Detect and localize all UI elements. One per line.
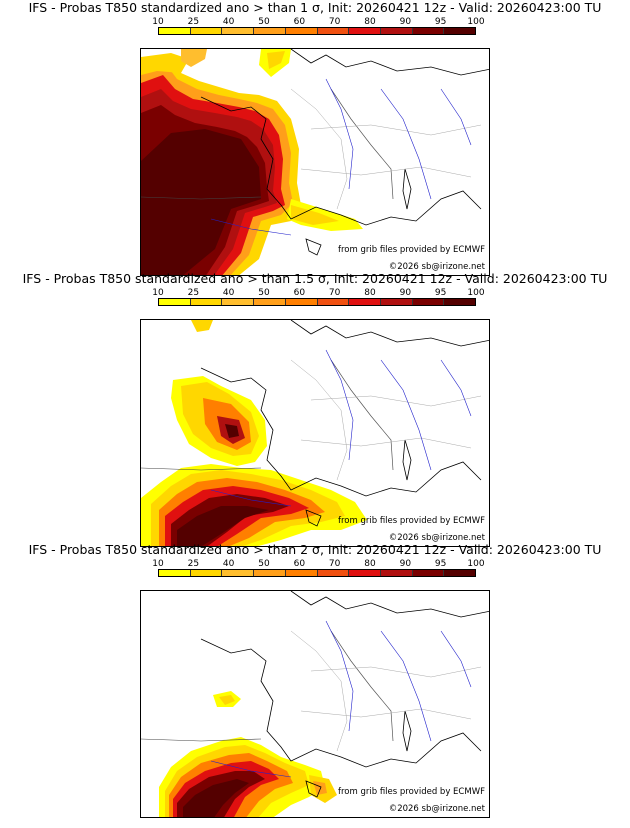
copyright-credit: ©2026 sb@irizone.net — [388, 533, 485, 543]
colorbar-swatch — [285, 28, 318, 34]
colorbar-swatch — [222, 299, 255, 305]
map-outlines — [141, 320, 489, 527]
colorbar-swatch — [349, 570, 381, 576]
colorbar-swatch — [159, 570, 191, 576]
colorbar-tick-label: 50 — [258, 559, 270, 569]
probability-shading — [159, 691, 337, 817]
colorbar-swatches — [158, 27, 476, 35]
colorbar-swatch — [190, 28, 223, 34]
colorbar-tick-label: 60 — [293, 288, 306, 298]
map-outlines — [141, 49, 489, 256]
colorbar-tick-label: 80 — [364, 559, 376, 569]
colorbar-tick-label: 25 — [187, 559, 200, 569]
colorbar-swatch — [349, 299, 381, 305]
colorbar-tick-label: 70 — [328, 288, 341, 298]
colorbar-swatch — [285, 570, 318, 576]
colorbar-swatch — [190, 299, 223, 305]
map-panel-1sigma: IFS - Probas T850 standardized ano > tha… — [0, 0, 630, 276]
colorbar-swatch — [349, 28, 381, 34]
colorbar-tick-label: 100 — [467, 559, 485, 569]
colorbar-tick-label: 25 — [187, 288, 200, 298]
map-panel-1-5sigma: IFS - Probas T850 standardized ano > tha… — [0, 271, 630, 547]
colorbar-swatch — [317, 28, 350, 34]
colorbar-tick-label: 95 — [434, 288, 447, 298]
colorbar-swatch — [317, 570, 350, 576]
copyright-credit: ©2026 sb@irizone.net — [388, 804, 485, 814]
colorbar-tick-label: 40 — [222, 559, 235, 569]
colorbar-swatch — [222, 570, 255, 576]
grib-credit: from grib files provided by ECMWF — [338, 787, 485, 797]
colorbar-swatch — [285, 299, 318, 305]
colorbar-swatches — [158, 298, 476, 306]
colorbar-tick-label: 60 — [293, 559, 306, 569]
map-panel-2sigma: IFS - Probas T850 standardized ano > tha… — [0, 542, 630, 818]
colorbar-swatch — [254, 28, 286, 34]
probability-map: from grib files provided by ECMWF ©2026 … — [140, 590, 490, 818]
colorbar-tick-label: 95 — [434, 17, 447, 27]
probability-colorbar: 10 25 40 50 60 70 80 90 95 100 — [152, 288, 485, 308]
copyright-credit: ©2026 sb@irizone.net — [388, 262, 485, 272]
colorbar-tick-label: 60 — [293, 17, 306, 27]
grib-credit: from grib files provided by ECMWF — [338, 516, 485, 526]
colorbar-tick-label: 40 — [222, 288, 235, 298]
colorbar-swatch — [412, 28, 445, 34]
colorbar-tick-label: 10 — [152, 17, 164, 27]
probability-map: from grib files provided by ECMWF ©2026 … — [140, 48, 490, 276]
colorbar-tick-label: 90 — [399, 559, 412, 569]
colorbar-tick-label: 90 — [399, 288, 412, 298]
colorbar-swatch — [380, 570, 413, 576]
colorbar-tick-label: 80 — [364, 288, 376, 298]
colorbar-tick-label: 50 — [258, 288, 270, 298]
panel-title: IFS - Probas T850 standardized ano > tha… — [28, 0, 602, 15]
colorbar-tick-label: 40 — [222, 17, 235, 27]
probability-colorbar: 10 25 40 50 60 70 80 90 95 100 — [152, 17, 485, 37]
colorbar-swatches — [158, 569, 476, 577]
colorbar-tick-label: 80 — [364, 17, 376, 27]
map-outlines — [141, 591, 489, 798]
colorbar-swatch — [444, 28, 476, 34]
colorbar-swatch — [380, 28, 413, 34]
colorbar-swatch — [190, 570, 223, 576]
colorbar-tick-label: 50 — [258, 17, 270, 27]
grib-credit: from grib files provided by ECMWF — [338, 245, 485, 255]
probability-map: from grib files provided by ECMWF ©2026 … — [140, 319, 490, 547]
colorbar-swatch — [254, 299, 286, 305]
colorbar-swatch — [254, 570, 286, 576]
panel-title: IFS - Probas T850 standardized ano > tha… — [22, 271, 608, 286]
colorbar-swatch — [222, 28, 255, 34]
colorbar-tick-label: 10 — [152, 559, 164, 569]
colorbar-tick-label: 25 — [187, 17, 200, 27]
colorbar-tick-label: 100 — [467, 17, 485, 27]
colorbar-tick-label: 70 — [328, 559, 341, 569]
colorbar-swatch — [159, 28, 191, 34]
colorbar-swatch — [317, 299, 350, 305]
colorbar-tick-label: 10 — [152, 288, 164, 298]
panel-title: IFS - Probas T850 standardized ano > tha… — [28, 542, 602, 557]
colorbar-tick-label: 90 — [399, 17, 412, 27]
colorbar-tick-label: 70 — [328, 17, 341, 27]
colorbar-swatch — [380, 299, 413, 305]
colorbar-tick-label: 100 — [467, 288, 485, 298]
colorbar-swatch — [444, 570, 476, 576]
colorbar-swatch — [444, 299, 476, 305]
probability-colorbar: 10 25 40 50 60 70 80 90 95 100 — [152, 559, 485, 579]
colorbar-swatch — [412, 299, 445, 305]
colorbar-tick-label: 95 — [434, 559, 447, 569]
probability-shading — [141, 320, 367, 546]
probability-shading — [141, 49, 363, 275]
colorbar-swatch — [412, 570, 445, 576]
colorbar-swatch — [159, 299, 191, 305]
